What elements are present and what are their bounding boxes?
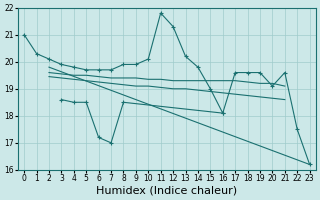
X-axis label: Humidex (Indice chaleur): Humidex (Indice chaleur) (96, 186, 237, 196)
